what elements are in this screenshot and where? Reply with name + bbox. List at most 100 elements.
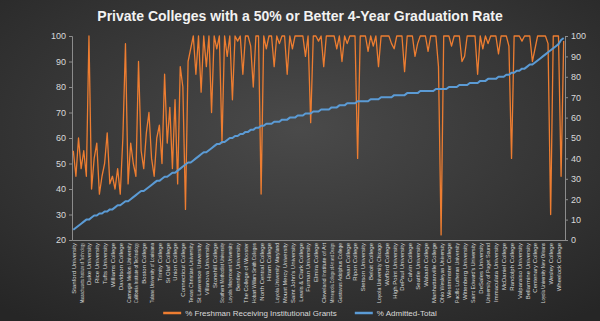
x-axis-tick-label: Valparaiso University [517, 243, 523, 299]
y-axis-tick: 50 [56, 159, 72, 169]
x-axis-tick-label: Immaculata University [493, 243, 499, 302]
x-axis-tick: Villanova University [204, 243, 210, 295]
x-axis-tick: Williams College [110, 242, 116, 287]
x-axis-tick-label: Lewis & Clark College [298, 242, 304, 301]
y-axis-tick: 90 [56, 57, 72, 67]
x-axis-tick-label: Furman University [305, 243, 311, 292]
x-axis-tick-label: Loyola University New Orleans [540, 243, 546, 303]
x-axis-tick: Hobart William Smith Colleges [251, 243, 257, 303]
y2-axis-tick: 60 [565, 113, 581, 123]
y-axis-tick-mark [69, 36, 72, 37]
y2-axis-tick-mark [565, 138, 568, 139]
y-axis-tick-mark [69, 138, 72, 139]
x-axis-tick: Centenary College [532, 242, 538, 292]
x-axis-tick-label: Boston College [141, 242, 147, 283]
x-axis-tick: High Point University [392, 243, 398, 299]
x-axis-tick: Stanford University [71, 243, 77, 294]
y2-axis: 0102030405060708090100 [565, 31, 586, 245]
x-axis-tick-label: Minneapolis College of Art and Design [329, 243, 335, 303]
x-axis-tick-label: Calvin College [407, 242, 413, 281]
x-axis-tick: DeSales University [478, 243, 484, 294]
x-axis-tick-label: McDaniel College [501, 242, 507, 290]
x-axis-tick-label: University of Puget Sound [485, 243, 491, 303]
x-axis-tick: Bellarmine University [525, 243, 531, 299]
x-axis-tick: Saint Edward's University [470, 243, 476, 303]
chart-svg: Private Colleges with a 50% or Better 4-… [0, 0, 600, 321]
x-axis-tick-label: St Lawrence University [196, 243, 202, 303]
x-axis-tick: Ohio Wesleyan University [439, 243, 445, 303]
x-axis-tick: Beloit College [368, 242, 374, 280]
x-axis-tick: Calvin College [407, 242, 413, 281]
x-axis-tick-label: Loyola Marymount University [227, 243, 233, 303]
x-axis-tick: Immaculata University [493, 243, 499, 302]
x-axis-tick-label: Davidson College [118, 242, 124, 290]
y2-axis-tick: 80 [565, 72, 581, 82]
y-axis-tick-label: 20 [56, 235, 66, 245]
y-axis-tick-mark [69, 62, 72, 63]
y-axis-tick-label: 90 [56, 57, 66, 67]
x-axis-tick: Trinity College [157, 242, 163, 281]
y2-axis-tick-label: 40 [571, 154, 581, 164]
x-axis-tick: St Olaf College [165, 242, 171, 283]
y2-axis-tick-mark [565, 56, 568, 57]
y-axis: 2030405060708090100 [51, 31, 73, 245]
y-axis-tick: 70 [56, 108, 72, 118]
x-axis-tick-label: Williams College [110, 242, 116, 287]
x-axis-tick-label: Loyola University Maryland [274, 243, 280, 303]
x-axis-tick: Loyola University New Orleans [540, 243, 546, 303]
x-axis-tick-label: Manhattanville College [431, 242, 437, 303]
y-axis-tick-label: 80 [56, 82, 66, 92]
y-axis-tick: 40 [56, 184, 72, 194]
y2-axis-tick-label: 60 [571, 113, 581, 123]
y2-axis-tick: 30 [565, 174, 581, 184]
x-axis-tick-label: Connecticut College [180, 242, 186, 296]
series-line [73, 36, 563, 235]
y2-axis-tick-mark [565, 36, 568, 37]
x-axis-tick: McDaniel College [501, 242, 507, 290]
x-axis-tick: Pacific Lutheran University [454, 243, 460, 303]
x-axis-tick: Hiram College [266, 242, 272, 281]
x-axis-tick-label: Seattle University [415, 243, 421, 290]
x-axis-tick-label: Centenary College [532, 242, 538, 292]
x-axis-tick: Elmira College [313, 242, 319, 282]
x-axis-tick: Gustavus Adolphus College [337, 242, 343, 303]
legend-swatch [163, 312, 181, 315]
x-axis-tick: DePaul University [399, 243, 405, 291]
x-axis-tick-label: Bellarmine University [525, 243, 531, 299]
y-axis-tick-mark [69, 164, 72, 165]
y2-axis-line [566, 37, 569, 241]
x-axis-tick: Loyola Marymount University [227, 243, 233, 303]
x-axis-tick-label: Ripon College [352, 242, 358, 280]
legend: % Freshman Receiving Institutional Grant… [163, 309, 437, 318]
x-axis-tick: North Central College [259, 242, 265, 300]
y2-axis-tick-mark [565, 199, 568, 200]
x-axis-tick: Wabash College [423, 242, 429, 286]
y-axis-tick: 80 [56, 82, 72, 92]
x-axis-tick-label: Wesley College [548, 242, 554, 284]
x-axis-tick-label: Wheelock College [556, 242, 562, 291]
x-axis-tick: Furman University [305, 243, 311, 292]
y2-axis-tick: 90 [565, 52, 581, 62]
x-axis-tick: Ripon College [352, 242, 358, 280]
y2-axis-tick-mark [565, 97, 568, 98]
x-axis-tick: Tulane University of Louisiana [149, 243, 155, 303]
legend-swatch [355, 312, 373, 315]
y2-axis-tick-label: 20 [571, 195, 581, 205]
x-axis-tick: Wesley College [548, 242, 554, 284]
x-axis-tick: Randolph College [509, 242, 515, 290]
y-axis-tick: 100 [51, 31, 72, 41]
y-axis-tick: 60 [56, 133, 72, 143]
x-axis-tick: Westminster College [446, 242, 452, 298]
y-axis-tick-mark [69, 87, 72, 88]
y-axis-tick-mark [69, 113, 72, 114]
x-axis-tick-label: The College of Wooster [243, 243, 249, 303]
y-axis-tick-mark [69, 215, 72, 216]
x-axis-tick-label: Villanova University [204, 243, 210, 295]
y2-axis-tick: 10 [565, 215, 581, 225]
y-axis-tick-label: 60 [56, 133, 66, 143]
y2-axis-tick-label: 30 [571, 174, 581, 184]
legend-label: % Admitted-Total [377, 309, 437, 318]
x-axis-tick: Loyola University Chicago [376, 242, 382, 303]
x-axis-tick-label: Stetson University [360, 243, 366, 291]
x-axis-tick: Rice University [94, 243, 100, 283]
